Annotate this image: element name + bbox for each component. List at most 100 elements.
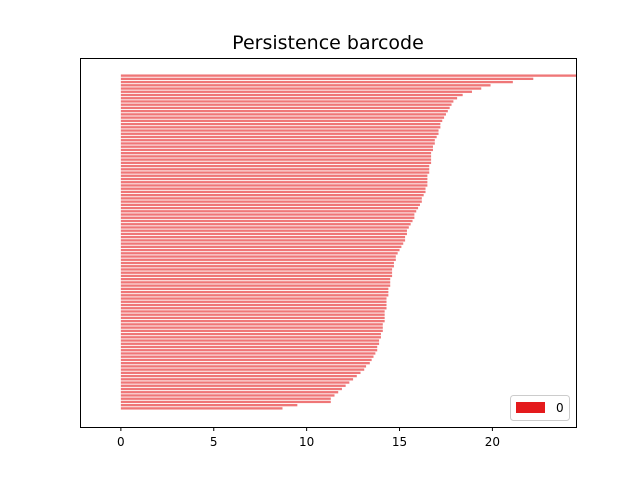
barcode-bar bbox=[120, 206, 419, 210]
barcode-bar bbox=[120, 316, 385, 320]
x-tick-label: 20 bbox=[485, 435, 500, 449]
barcode-bar bbox=[120, 319, 385, 323]
barcode-bar bbox=[120, 171, 430, 174]
barcode-bar bbox=[120, 229, 407, 232]
barcode-bar bbox=[120, 261, 394, 265]
barcode-bar bbox=[120, 174, 428, 177]
barcode-bar bbox=[120, 268, 393, 271]
barcode-bar bbox=[120, 371, 361, 375]
barcode-bar bbox=[120, 226, 409, 229]
legend-label: 0 bbox=[556, 401, 564, 415]
barcode-bar bbox=[120, 203, 420, 207]
barcode-bar bbox=[120, 184, 428, 187]
barcode-bar bbox=[120, 223, 411, 226]
barcode-bar bbox=[120, 122, 441, 126]
plot-frame bbox=[80, 58, 577, 428]
barcode-bar bbox=[120, 142, 435, 145]
barcode-bar bbox=[120, 129, 439, 132]
barcode-bar bbox=[120, 290, 389, 294]
barcode-bar bbox=[120, 265, 394, 268]
barcode-bar bbox=[120, 365, 367, 368]
barcode-bar bbox=[120, 255, 396, 258]
barcode-bar bbox=[120, 232, 407, 236]
barcode-bar bbox=[120, 252, 398, 255]
barcode-bar bbox=[120, 287, 389, 291]
barcode-bar bbox=[120, 349, 378, 352]
barcode-bar bbox=[120, 307, 387, 310]
barcode-bar bbox=[120, 216, 415, 219]
barcode-bar bbox=[120, 84, 491, 87]
barcode-bar bbox=[120, 355, 374, 358]
barcode-bar bbox=[120, 387, 342, 391]
barcode-bar bbox=[120, 397, 331, 400]
barcode-bar bbox=[120, 310, 385, 313]
legend-swatch bbox=[516, 402, 545, 413]
barcode-bar bbox=[120, 168, 430, 171]
barcode-bar bbox=[120, 332, 381, 336]
barcode-bar bbox=[120, 93, 463, 97]
barcode-bar bbox=[120, 294, 389, 297]
barcode-bar bbox=[120, 145, 433, 148]
barcode-bar bbox=[120, 116, 445, 119]
barcode-bar bbox=[120, 126, 441, 129]
x-tick-label: 15 bbox=[392, 435, 407, 449]
barcode-bar bbox=[120, 213, 415, 216]
barcode-bar bbox=[120, 90, 472, 93]
barcode-bar bbox=[120, 193, 424, 197]
barcode-bar bbox=[120, 148, 433, 152]
barcode-bar bbox=[120, 80, 513, 84]
bars-group bbox=[120, 74, 577, 410]
barcode-bar bbox=[120, 374, 357, 378]
barcode-bar bbox=[120, 177, 428, 181]
barcode-bar bbox=[120, 381, 350, 384]
barcode-bar bbox=[120, 326, 383, 329]
barcode-bar bbox=[120, 135, 437, 139]
barcode-bar bbox=[120, 352, 376, 355]
x-tick-label: 5 bbox=[210, 435, 218, 449]
barcode-bar bbox=[120, 345, 378, 349]
barcode-bar bbox=[120, 187, 426, 190]
barcode-bar bbox=[120, 274, 393, 278]
barcode-bar bbox=[120, 106, 450, 110]
barcode-bar bbox=[120, 281, 391, 284]
barcode-bar bbox=[120, 394, 335, 397]
barcode-bar bbox=[120, 190, 426, 194]
barcode-bar bbox=[120, 277, 391, 281]
x-tick-label: 0 bbox=[117, 435, 125, 449]
legend: 0 bbox=[510, 395, 570, 421]
barcode-bar bbox=[120, 329, 383, 333]
barcode-bar bbox=[120, 200, 422, 203]
barcode-bar bbox=[120, 245, 402, 249]
barcode-bar bbox=[120, 155, 432, 158]
barcode-bar bbox=[120, 87, 482, 90]
barcode-bar bbox=[120, 336, 381, 339]
chart-title: Persistence barcode bbox=[232, 32, 424, 54]
barcode-bar bbox=[120, 197, 422, 200]
barcode-bar bbox=[120, 342, 380, 345]
barcode-bar bbox=[120, 358, 372, 362]
barcode-bar bbox=[120, 164, 430, 168]
barcode-bar bbox=[120, 339, 380, 342]
barcode-bar bbox=[120, 158, 432, 161]
barcode-bar bbox=[120, 384, 346, 387]
barcode-bar bbox=[120, 139, 435, 142]
barcode-bar bbox=[120, 323, 383, 326]
barcode-bar bbox=[120, 109, 448, 113]
barcode-bar bbox=[120, 400, 331, 404]
barcode-bar bbox=[120, 113, 446, 116]
barcode-bar bbox=[120, 271, 393, 274]
barcode-bar bbox=[120, 74, 577, 77]
barcode-bar bbox=[120, 210, 417, 213]
barcode-bar bbox=[120, 313, 385, 316]
barcode-bar bbox=[120, 303, 387, 307]
barcode-bar bbox=[120, 300, 387, 303]
barcode-bar bbox=[120, 161, 432, 165]
barcode-bar bbox=[120, 151, 432, 155]
barcode-bar bbox=[120, 258, 396, 261]
barcode-bar bbox=[120, 119, 443, 123]
barcode-bar bbox=[120, 407, 283, 410]
barcode-bar bbox=[120, 239, 406, 242]
barcode-bar bbox=[120, 368, 365, 371]
barcode-bar bbox=[120, 361, 370, 365]
